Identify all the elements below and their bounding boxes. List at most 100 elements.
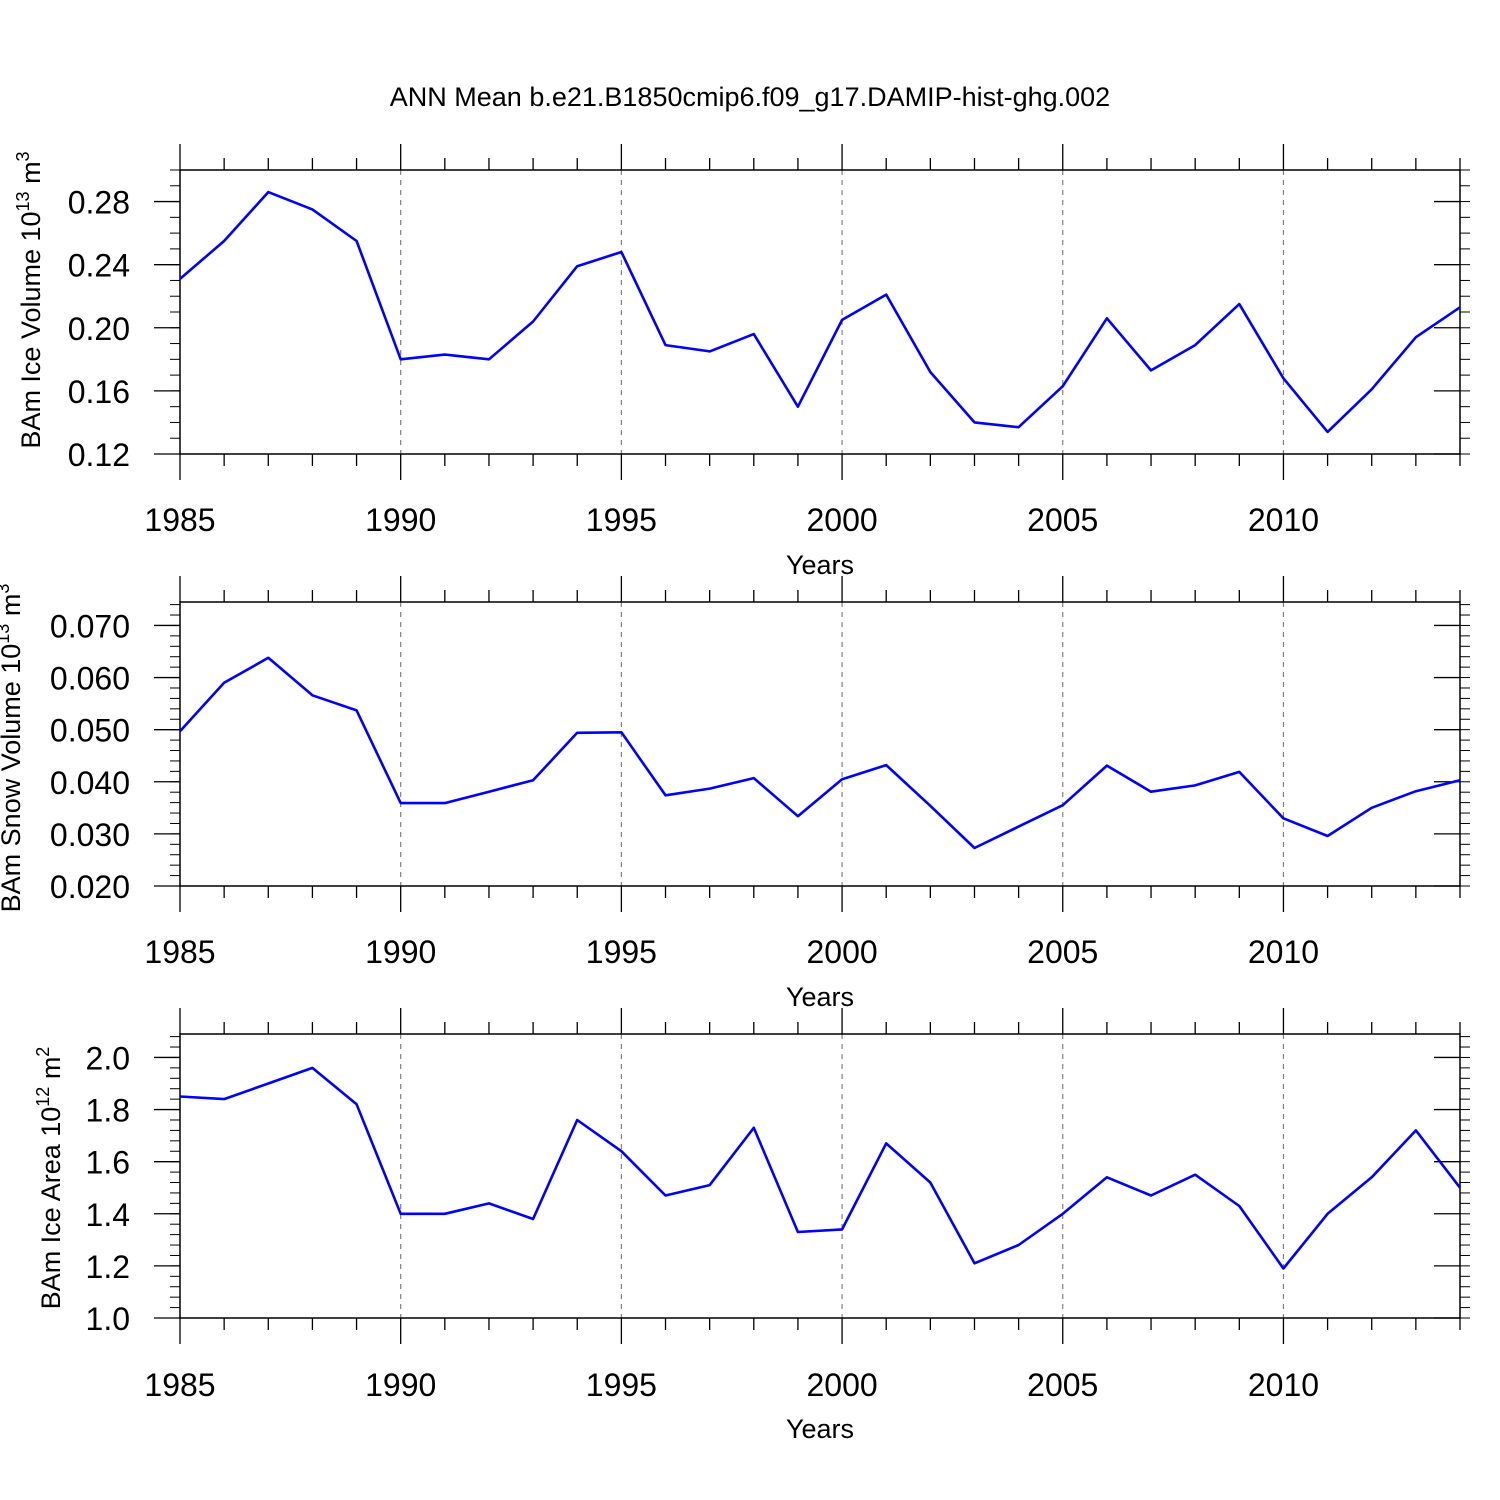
data-point [1237,1204,1241,1208]
data-point [1458,1186,1462,1190]
data-point [1414,1128,1418,1132]
data-point [266,656,270,660]
x-tick-label: 1990 [365,1367,436,1403]
data-point [222,1097,226,1101]
x-tick-label: 2010 [1248,934,1319,970]
data-point [266,190,270,194]
y-label-text: BAm Ice Volume 10 [16,211,46,448]
y-tick-label: 0.16 [68,374,130,410]
data-point [664,343,668,347]
data-point [1193,343,1197,347]
y-label-unit-exponent: 3 [13,151,33,161]
data-point [355,1102,359,1106]
x-tick-label: 2005 [1027,934,1098,970]
data-point [840,1227,844,1231]
y-label-exponent: 12 [33,1087,53,1107]
data-point [531,1217,535,1221]
data-point [796,1230,800,1234]
y-label-unit-exponent: 3 [0,584,13,594]
plot-frame [179,601,1461,887]
y-label-text: BAm Snow Volume 10 [0,644,26,913]
series-line [179,190,1461,434]
data-point [708,1183,712,1187]
data-point [1281,816,1285,820]
data-point [796,405,800,409]
data-point [1061,1212,1065,1216]
chart-panel-2: 0.020 0.030 0.040 0.050 0.060 0.070 1985 1990 19… [0,576,1470,1012]
data-point [619,250,623,254]
x-axis-label: Years [786,1414,854,1444]
y-label-exponent: 13 [13,191,33,211]
x-tick-label: 2000 [806,934,877,970]
series-line [179,656,1461,850]
data-point [752,332,756,336]
data-point [575,1118,579,1122]
data-point [487,790,491,794]
data-point [1370,1175,1374,1179]
chart-panel-3: 1.0 1.2 1.4 1.6 1.8 2.0 1985 1990 1995 2000 2005 20… [33,1008,1470,1444]
data-point [1326,430,1330,434]
x-tick-label: 1995 [586,502,657,538]
data-point [884,763,888,767]
x-tick-label: 1990 [365,934,436,970]
x-axis-label: Years [786,550,854,580]
series-line [179,1066,1462,1270]
data-point [752,776,756,780]
y-label-unit-exponent: 2 [33,1047,53,1057]
x-tick-label: 1995 [586,1367,657,1403]
data-point [222,681,226,685]
data-point [664,1194,668,1198]
y-tick-label: 0.28 [68,185,130,221]
data-point [1237,302,1241,306]
data-point [443,801,447,805]
data-point [310,693,314,697]
y-axis-label: BAm Snow Volume 1013 m3 [0,584,26,913]
y-axis-label: BAm Ice Area 1012 m2 [33,1047,66,1310]
data-point [1149,790,1153,794]
data-point [443,353,447,357]
data-point [1458,305,1462,309]
x-tick-label: 2010 [1248,1367,1319,1403]
data-point [310,1066,314,1070]
chart-panel-1: 0.12 0.16 0.20 0.24 0.28 1985 1990 1995 2000 2005… [13,144,1470,580]
data-point [1193,1173,1197,1177]
y-tick-label: 1.4 [86,1197,130,1233]
data-point [531,319,535,323]
data-point [884,1141,888,1145]
data-point [1414,789,1418,793]
y-tick-label: 0.050 [50,713,130,749]
x-tick-label: 1990 [365,502,436,538]
data-point [310,207,314,211]
y-tick-label: 0.040 [50,765,130,801]
data-point [619,1149,623,1153]
x-tick-label: 2010 [1248,502,1319,538]
data-point [1105,316,1109,320]
data-point [399,801,403,805]
data-point [840,318,844,322]
data-point [355,239,359,243]
data-point [487,357,491,361]
plot-frame [179,169,1461,455]
x-tick-label: 2000 [806,502,877,538]
data-point [531,778,535,782]
data-point [575,264,579,268]
data-point [222,239,226,243]
y-label-unit: m [0,594,26,624]
data-point [1237,770,1241,774]
data-point [884,293,888,297]
y-tick-label: 1.0 [86,1301,130,1337]
data-point [1017,825,1021,829]
plot-frame [179,1033,1461,1319]
data-point [178,1095,182,1099]
data-point [796,814,800,818]
data-point [1061,803,1065,807]
y-label-text: BAm Ice Area 10 [36,1107,66,1310]
data-point [1193,783,1197,787]
data-point [752,1126,756,1130]
x-tick-label: 2005 [1027,502,1098,538]
data-point [972,1261,976,1265]
data-point [1017,1243,1021,1247]
data-point [1326,834,1330,838]
data-point [1458,778,1462,782]
